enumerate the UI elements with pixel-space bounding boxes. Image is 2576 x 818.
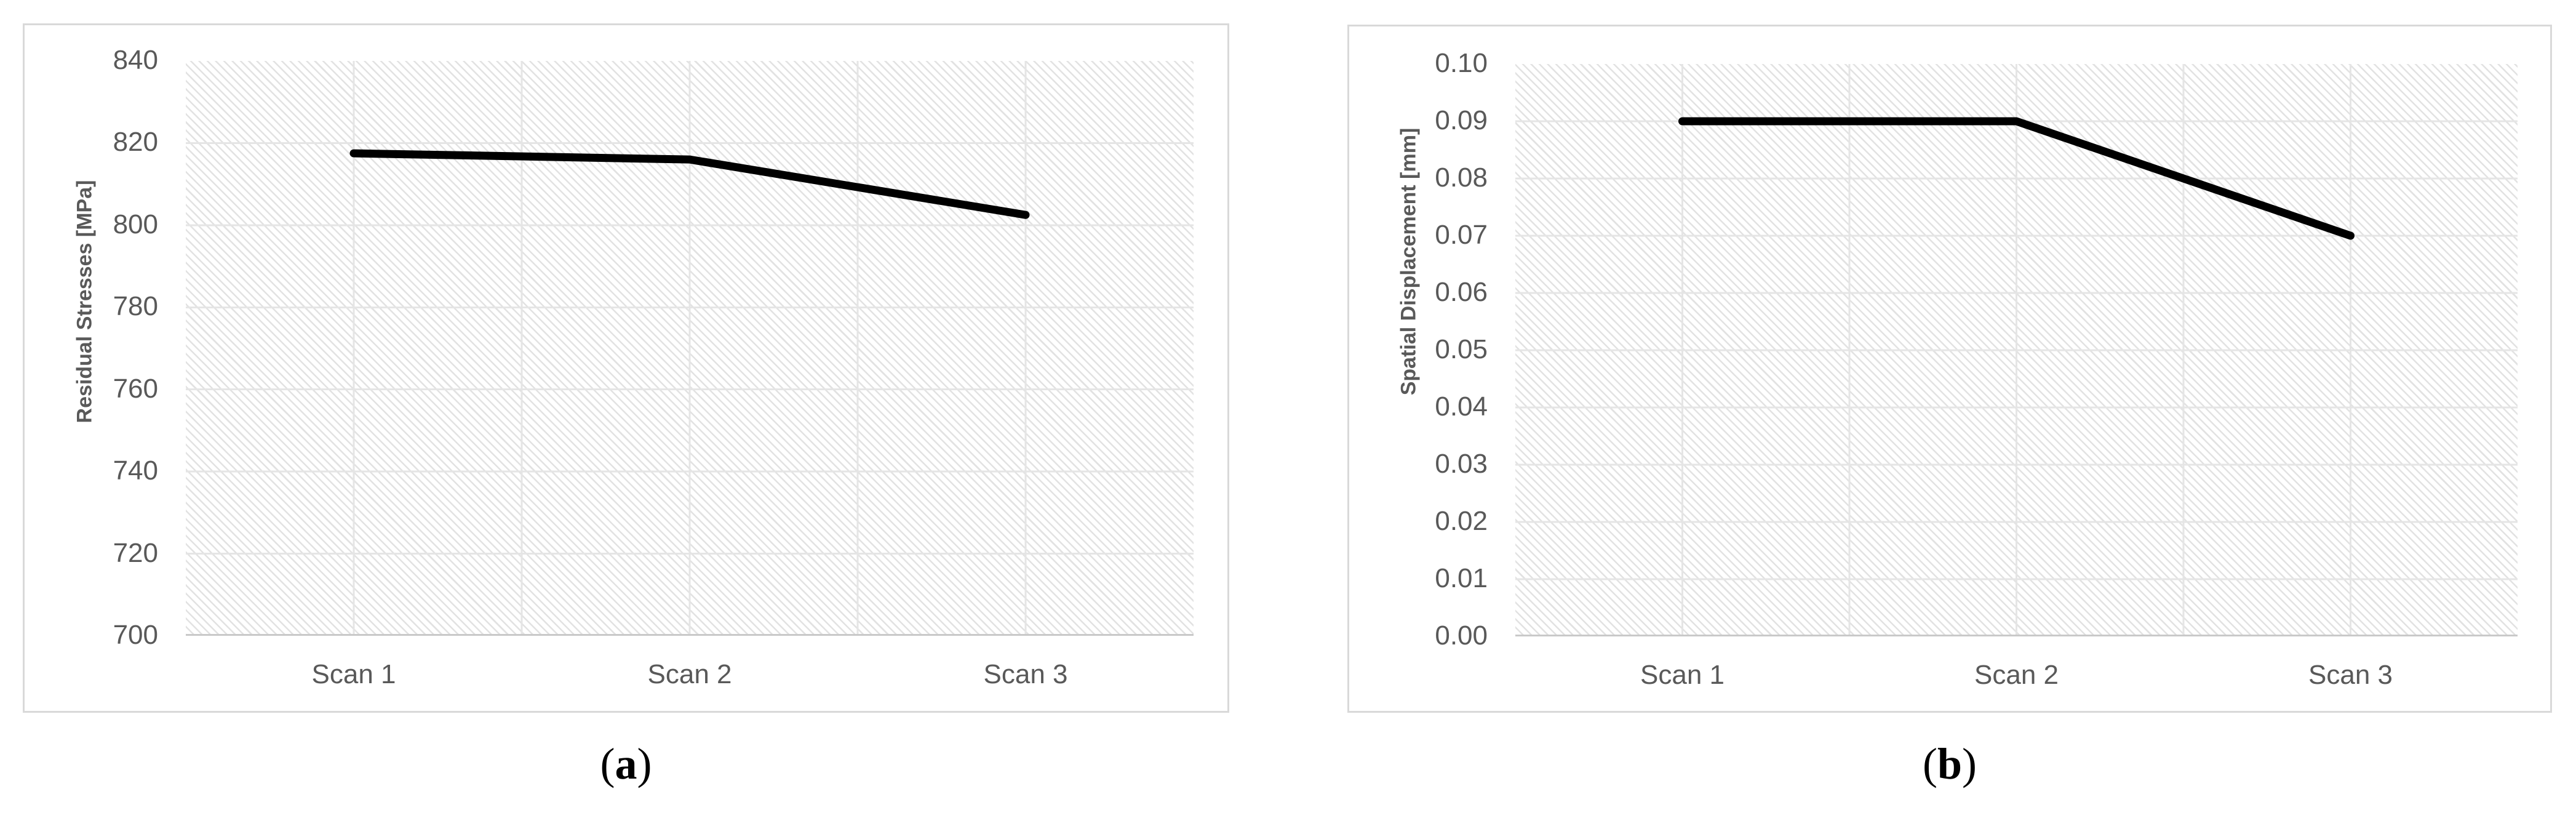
y-tick-label: 0.01 (1435, 563, 1488, 593)
chart-panel-a: Residual Stresses [MPa] 840 820 800 780 760 7… (23, 23, 1229, 713)
caption-a-open-paren: ( (600, 739, 615, 788)
y-tick-label: 0.05 (1435, 334, 1488, 364)
y-tick-label: 0.09 (1435, 105, 1488, 135)
y-tick-label: 820 (113, 127, 158, 158)
caption-a-close-paren: ) (637, 739, 652, 788)
x-category-label: Scan 1 (1640, 660, 1725, 690)
y-tick-label: 0.03 (1435, 449, 1488, 479)
y-tick-label: 0.02 (1435, 506, 1488, 536)
plot-area-a (186, 61, 1194, 636)
caption-a-letter: a (615, 739, 637, 788)
y-tick-label: 720 (113, 537, 158, 568)
chart-panel-b: Spatial Displacement [mm] 0.10 0.09 0.08 0.… (1347, 25, 2552, 713)
y-tick-label: 0.08 (1435, 162, 1488, 193)
y-tick-label: 0.04 (1435, 391, 1488, 422)
x-category-label: Scan 3 (983, 659, 1068, 689)
caption-b-close-paren: ) (1962, 739, 1977, 788)
caption-b-letter: b (1937, 739, 1963, 788)
y-tick-label: 740 (113, 455, 158, 486)
y-tick-label: 0.07 (1435, 220, 1488, 250)
x-category-label: Scan 3 (2308, 660, 2393, 690)
plot-area-b (1515, 64, 2518, 636)
figure-caption-a: (a) (23, 739, 1229, 790)
y-tick-label: 760 (113, 373, 158, 404)
y-tick-label: 840 (113, 45, 158, 75)
figure-caption-b: (b) (1347, 739, 2552, 790)
caption-b-open-paren: ( (1922, 739, 1937, 788)
y-tick-label: 800 (113, 209, 158, 239)
plot-canvas (186, 61, 1194, 636)
series-line (349, 149, 1030, 219)
series-line (1678, 117, 2355, 240)
y-tick-label: 0.06 (1435, 277, 1488, 307)
x-category-label: Scan 2 (1974, 660, 2059, 690)
plot-canvas (1515, 64, 2518, 636)
y-tick-label: 0.10 (1435, 48, 1488, 78)
x-category-label: Scan 1 (311, 659, 396, 689)
y-tick-label: 780 (113, 291, 158, 322)
y-tick-label: 0.00 (1435, 620, 1488, 651)
x-category-label: Scan 2 (647, 659, 732, 689)
y-tick-label: 700 (113, 620, 158, 650)
